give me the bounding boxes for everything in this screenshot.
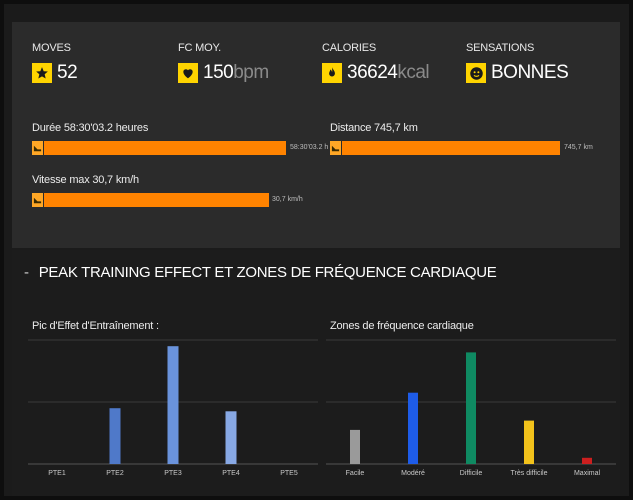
bar-maximal [582, 457, 592, 464]
tick-label: Facile [346, 470, 365, 477]
stat-heart-rate-value: 150 [203, 62, 234, 83]
tick-label: PTE5 [280, 470, 298, 477]
distance-value: 745,7 km [564, 144, 593, 151]
shoe-icon [330, 141, 341, 155]
stat-moves: MOVES 52 [32, 42, 78, 84]
stat-feeling-label: SENSATIONS [466, 42, 535, 54]
chart-title-hr-zones: Zones de fréquence cardiaque [330, 320, 474, 332]
stat-moves-label: MOVES [32, 42, 71, 54]
speed-value: 30,7 km/h [272, 196, 303, 203]
stat-feeling-value: BONNES [491, 62, 569, 83]
distance-label: Distance 745,7 km [330, 122, 418, 134]
tick-label: PTE2 [106, 470, 124, 477]
speed-label: Vitesse max 30,7 km/h [32, 174, 139, 186]
tick-label: Modéré [401, 470, 425, 477]
duration-bar-fill [44, 141, 286, 155]
bar-très-difficile [524, 420, 534, 464]
tick-label: PTE1 [48, 470, 66, 477]
stat-moves-value: 52 [57, 62, 78, 83]
collapse-toggle[interactable]: - [24, 264, 29, 281]
tick-label: Très difficile [511, 470, 548, 477]
stat-feeling: SENSATIONS BONNES [466, 42, 569, 84]
stat-calories-unit: kcal [397, 62, 430, 83]
chart-pte: PTE1 PTE2 PTE3 PTE4 PTE5 [28, 339, 318, 477]
speed-bar-fill [44, 193, 269, 207]
summary-panel: MOVES 52 FC MOY. 150 bpm CALORIES [12, 22, 620, 248]
tick-label: Maximal [574, 470, 601, 477]
tick-label: PTE3 [164, 470, 182, 477]
distance-bar: 745,7 km [330, 141, 610, 155]
chart-title-pte: Pic d'Effet d'Entraînement : [32, 320, 159, 332]
stat-heart-rate: FC MOY. 150 bpm [178, 42, 269, 84]
charts-panel: - PEAK TRAINING EFFECT ET ZONES DE FRÉQUE… [12, 250, 620, 496]
stat-heart-rate-label: FC MOY. [178, 42, 222, 54]
tick-label: PTE4 [222, 470, 240, 477]
shoe-icon [32, 141, 43, 155]
smiley-icon [466, 63, 486, 83]
duration-value: 58:30'03.2 h [290, 144, 329, 151]
bar-pte3 [167, 346, 179, 464]
star-icon [32, 63, 52, 83]
section-title: - PEAK TRAINING EFFECT ET ZONES DE FRÉQUE… [24, 264, 497, 281]
stat-calories-value: 36624 [347, 62, 398, 83]
duration-bar: 58:30'03.2 h [32, 141, 328, 155]
bar-pte4 [225, 411, 237, 464]
distance-bar-fill [342, 141, 560, 155]
bar-modéré [408, 392, 418, 464]
tick-label: Difficile [460, 470, 483, 477]
chart-hr-zones: Facile Modéré Difficile Très difficile Maxim… [326, 339, 616, 477]
stat-calories: CALORIES 36624 kcal [322, 42, 430, 84]
bar-pte2 [109, 408, 121, 464]
heart-icon [178, 63, 198, 83]
flame-icon [322, 63, 342, 83]
duration-label: Durée 58:30'03.2 heures [32, 122, 149, 134]
bar-facile [350, 429, 360, 464]
section-title-text: PEAK TRAINING EFFECT ET ZONES DE FRÉQUEN… [38, 264, 497, 281]
speed-bar: 30,7 km/h [32, 193, 312, 207]
shoe-icon [32, 193, 43, 207]
stat-heart-rate-unit: bpm [233, 62, 269, 83]
bar-difficile [466, 352, 476, 464]
app-frame: MOVES 52 FC MOY. 150 bpm CALORIES [4, 4, 629, 496]
stat-calories-label: CALORIES [322, 42, 377, 54]
